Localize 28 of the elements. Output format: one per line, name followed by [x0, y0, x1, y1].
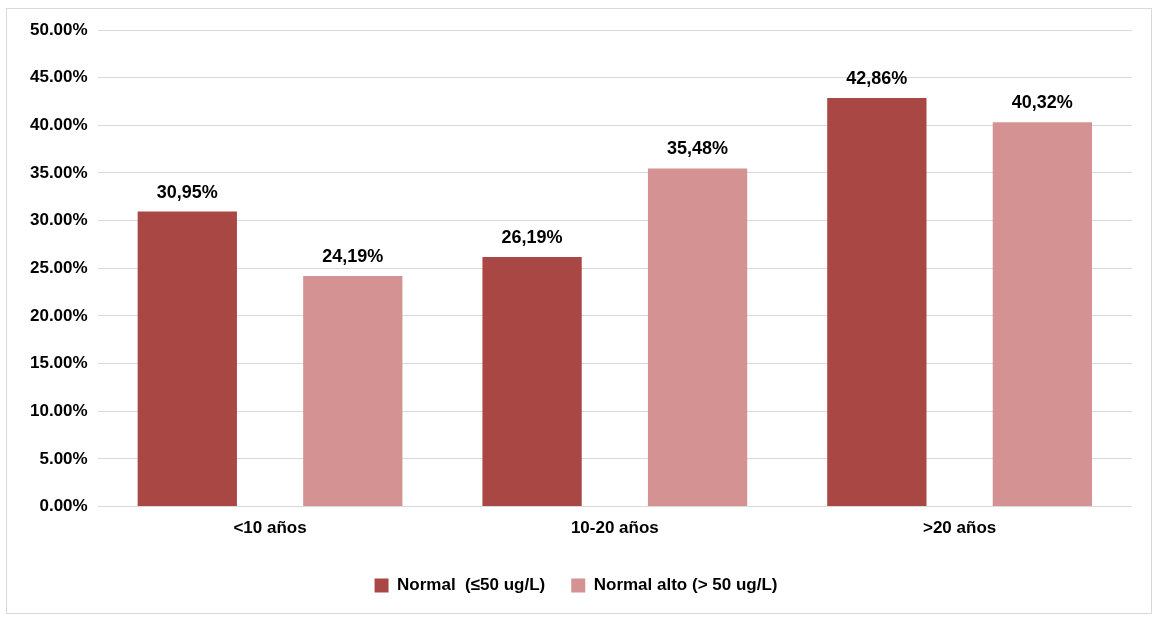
y-tick-label: 35.00% [29, 162, 88, 182]
data-label: 30,95% [156, 181, 218, 202]
bar [482, 256, 582, 507]
y-tick-label: 45.00% [29, 67, 88, 87]
x-tick-label: >20 años [922, 518, 997, 538]
bar [647, 168, 748, 507]
data-label: 26,19% [501, 226, 563, 247]
data-label: 35,48% [667, 138, 729, 159]
data-label: 40,32% [1011, 92, 1073, 113]
x-tick-label: <10 años [233, 518, 307, 538]
legend-label: Normal alto (> 50 ug/L) [593, 575, 778, 595]
legend-label: Normal (≤50 ug/L) [397, 575, 546, 595]
bar [137, 211, 237, 507]
y-tick-label: 50.00% [29, 19, 88, 39]
y-tick-label: 10.00% [29, 400, 88, 420]
data-label: 42,86% [846, 68, 908, 89]
y-tick-label: 40.00% [29, 115, 88, 135]
bar [827, 98, 927, 507]
y-tick-label: 30.00% [29, 210, 88, 230]
y-tick-label: 15.00% [29, 353, 88, 373]
y-tick-label: 5.00% [39, 448, 88, 468]
bar [303, 276, 403, 507]
y-tick-label: 20.00% [29, 305, 88, 325]
y-tick-label: 0.00% [39, 496, 88, 516]
bar [992, 122, 1093, 507]
y-tick-label: 25.00% [29, 257, 88, 277]
data-label: 24,19% [322, 245, 384, 266]
x-tick-label: 10-20 años [570, 518, 659, 538]
